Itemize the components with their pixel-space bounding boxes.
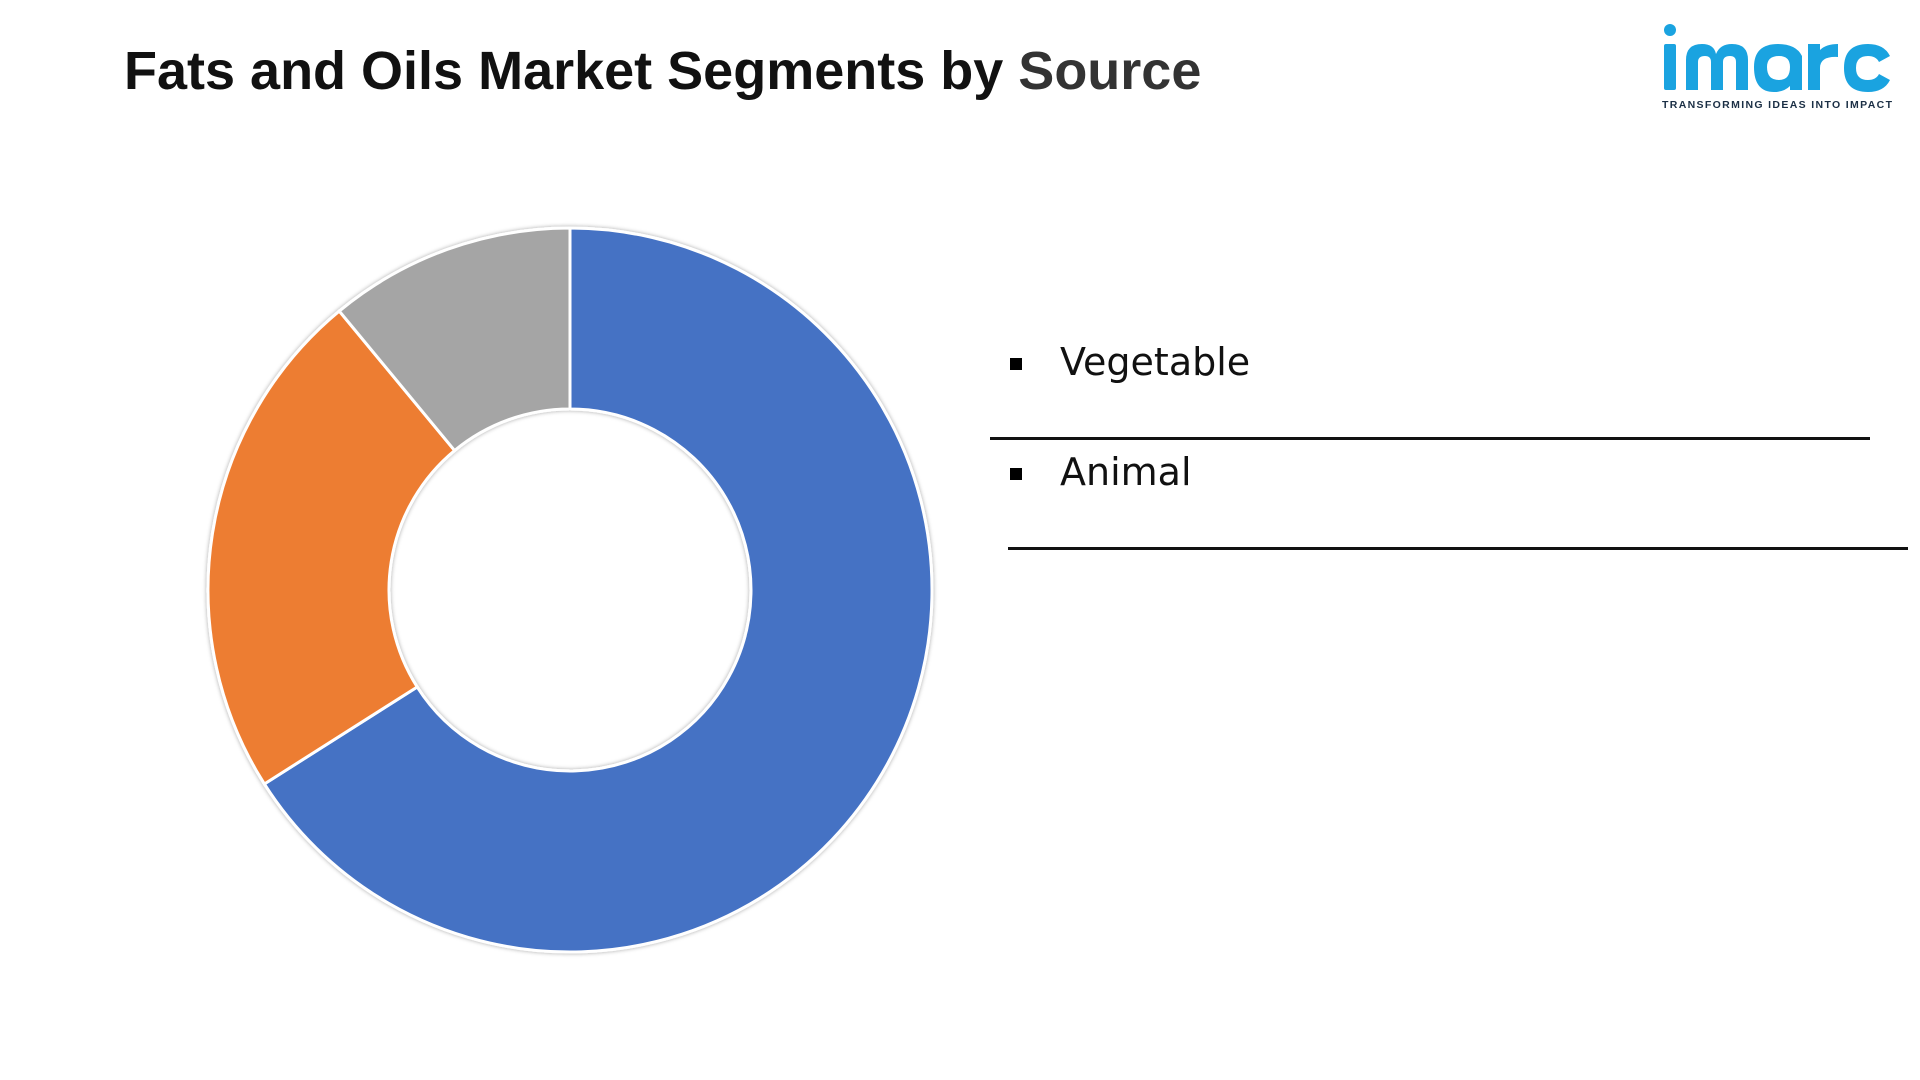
donut-slice-segment-3 xyxy=(337,226,572,453)
legend-item-animal: Animal xyxy=(990,440,1908,550)
donut-slice-segment-2 xyxy=(206,308,457,787)
legend-label: Vegetable xyxy=(1060,340,1251,384)
donut-chart xyxy=(206,226,934,954)
title-accent: Source xyxy=(1018,41,1202,101)
legend-bullet-icon xyxy=(1010,358,1022,370)
legend-bullet-icon xyxy=(1010,468,1022,480)
legend-divider xyxy=(990,437,1870,440)
imarc-logo: TRANSFORMING IDEAS INTO IMPACT xyxy=(1662,24,1893,111)
donut-slice-vegetable xyxy=(262,226,934,954)
title-main: Fats and Oils Market Segments by xyxy=(124,41,1004,101)
logo-tagline: TRANSFORMING IDEAS INTO IMPACT xyxy=(1662,99,1893,111)
chart-title: Fats and Oils Market Segments by Source xyxy=(124,40,1201,102)
legend-label: Animal xyxy=(1060,450,1192,494)
chart-legend: Vegetable Animal xyxy=(990,320,1910,550)
legend-divider xyxy=(1008,547,1908,550)
legend-item-vegetable: Vegetable xyxy=(990,330,1870,440)
